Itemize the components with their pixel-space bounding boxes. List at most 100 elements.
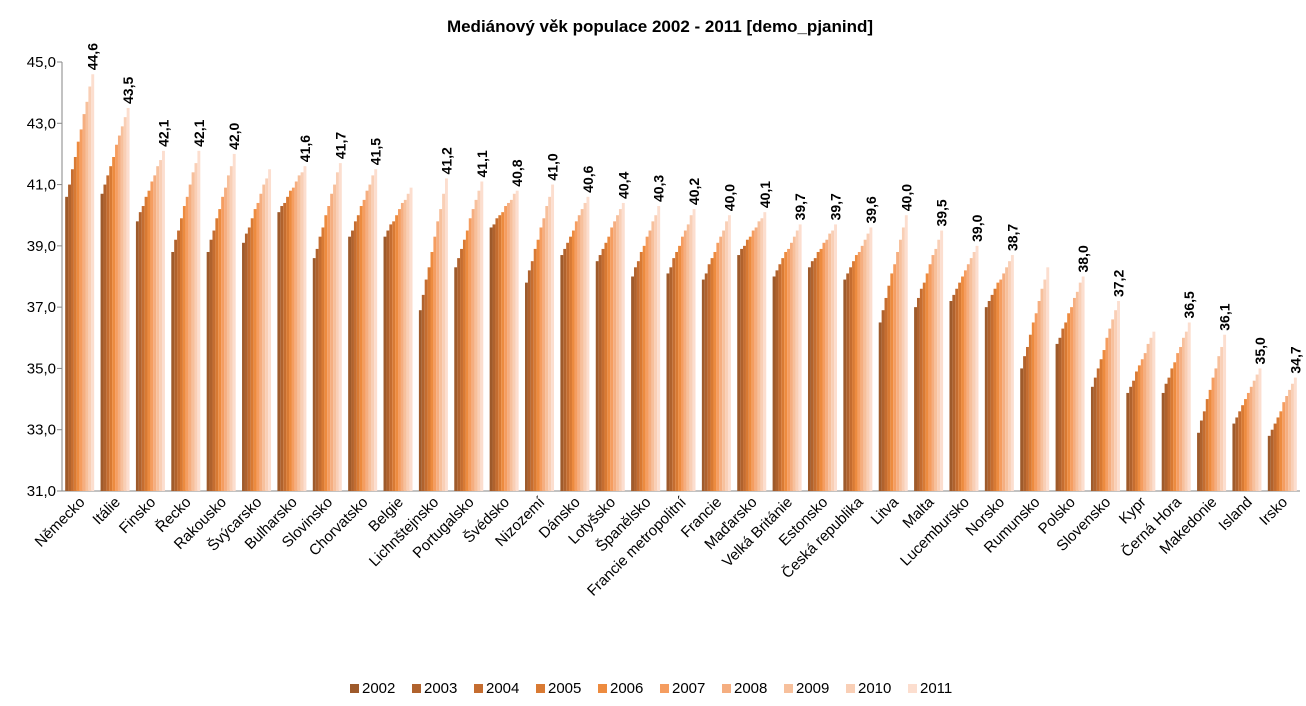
bar bbox=[869, 227, 873, 491]
bar bbox=[1129, 386, 1133, 491]
bar bbox=[1241, 405, 1245, 491]
bar bbox=[621, 202, 625, 491]
data-label: 38,0 bbox=[1075, 245, 1091, 272]
bar bbox=[135, 221, 139, 492]
bar bbox=[300, 172, 304, 492]
bar bbox=[468, 218, 472, 491]
bar bbox=[1023, 356, 1027, 491]
legend-label: 2003 bbox=[424, 680, 457, 697]
bar bbox=[963, 270, 967, 491]
bar bbox=[209, 239, 213, 491]
bar bbox=[504, 206, 508, 491]
data-label: 40,8 bbox=[509, 159, 525, 186]
bar bbox=[616, 215, 619, 491]
bar bbox=[863, 239, 867, 491]
bar bbox=[849, 267, 853, 491]
bar bbox=[386, 230, 390, 492]
bar bbox=[925, 273, 929, 491]
bar bbox=[1020, 368, 1024, 491]
bar bbox=[76, 141, 80, 491]
bar bbox=[987, 301, 991, 491]
bar bbox=[1137, 365, 1141, 491]
bar bbox=[657, 206, 661, 491]
bar bbox=[743, 245, 746, 491]
bar bbox=[79, 129, 83, 491]
bar bbox=[563, 248, 567, 491]
data-label: 42,1 bbox=[155, 119, 171, 146]
bar bbox=[421, 294, 425, 491]
bar bbox=[940, 230, 944, 492]
bar bbox=[1058, 337, 1062, 491]
bar bbox=[713, 251, 717, 491]
bar bbox=[1008, 261, 1011, 491]
bar bbox=[498, 215, 502, 491]
bar bbox=[398, 209, 401, 492]
bar bbox=[795, 230, 799, 492]
bar bbox=[722, 230, 726, 492]
data-label: 44,6 bbox=[85, 43, 101, 70]
bar bbox=[106, 175, 110, 491]
data-label: 43,5 bbox=[120, 77, 136, 104]
bar bbox=[406, 193, 410, 491]
bar bbox=[492, 224, 496, 491]
bar bbox=[1273, 423, 1277, 491]
bar bbox=[583, 202, 587, 491]
legend-swatch bbox=[474, 684, 483, 693]
bar bbox=[509, 199, 513, 491]
bar bbox=[816, 251, 820, 491]
bar bbox=[1037, 301, 1041, 491]
bar bbox=[634, 267, 637, 491]
bar bbox=[1255, 374, 1259, 491]
bar bbox=[221, 196, 225, 492]
bar bbox=[259, 193, 263, 491]
data-label: 37,2 bbox=[1111, 270, 1127, 297]
bar bbox=[916, 297, 920, 491]
bar bbox=[542, 218, 546, 491]
bar bbox=[1075, 291, 1079, 491]
legend-swatch bbox=[908, 684, 917, 693]
bar bbox=[365, 190, 369, 491]
bar bbox=[312, 258, 316, 491]
bar bbox=[748, 236, 752, 491]
bar bbox=[1235, 417, 1239, 491]
bar bbox=[250, 218, 254, 491]
y-tick-label: 33,0 bbox=[27, 422, 56, 439]
bar bbox=[672, 258, 676, 491]
bar bbox=[754, 227, 758, 491]
bar bbox=[536, 239, 540, 491]
bar bbox=[1288, 389, 1292, 491]
bar bbox=[545, 206, 549, 491]
bar bbox=[1090, 386, 1094, 491]
bar bbox=[1093, 377, 1097, 491]
bar bbox=[91, 74, 95, 491]
bar bbox=[338, 163, 342, 491]
bar bbox=[975, 245, 979, 491]
bar bbox=[442, 193, 446, 491]
bar bbox=[70, 169, 74, 491]
bar bbox=[604, 242, 608, 491]
bar bbox=[120, 126, 124, 491]
bar bbox=[1179, 346, 1183, 491]
bar bbox=[1176, 353, 1180, 491]
bar bbox=[760, 218, 764, 491]
bar bbox=[289, 190, 292, 491]
bar bbox=[283, 202, 287, 491]
legend-swatch bbox=[846, 684, 855, 693]
x-tick-label: Finsko bbox=[116, 494, 159, 537]
bar bbox=[819, 248, 823, 491]
bar bbox=[247, 227, 251, 491]
bar bbox=[1143, 353, 1147, 491]
bar bbox=[144, 196, 148, 492]
bar bbox=[1067, 313, 1071, 491]
bar bbox=[571, 230, 575, 492]
x-tick-label: Island bbox=[1215, 494, 1255, 534]
bar bbox=[566, 242, 570, 491]
bar bbox=[825, 239, 829, 491]
bar bbox=[1167, 377, 1171, 491]
legend-label: 2008 bbox=[734, 680, 767, 697]
data-label: 41,1 bbox=[474, 150, 490, 177]
bar bbox=[1135, 371, 1138, 491]
bar bbox=[631, 276, 635, 491]
bar bbox=[495, 218, 499, 491]
bar bbox=[159, 160, 163, 492]
